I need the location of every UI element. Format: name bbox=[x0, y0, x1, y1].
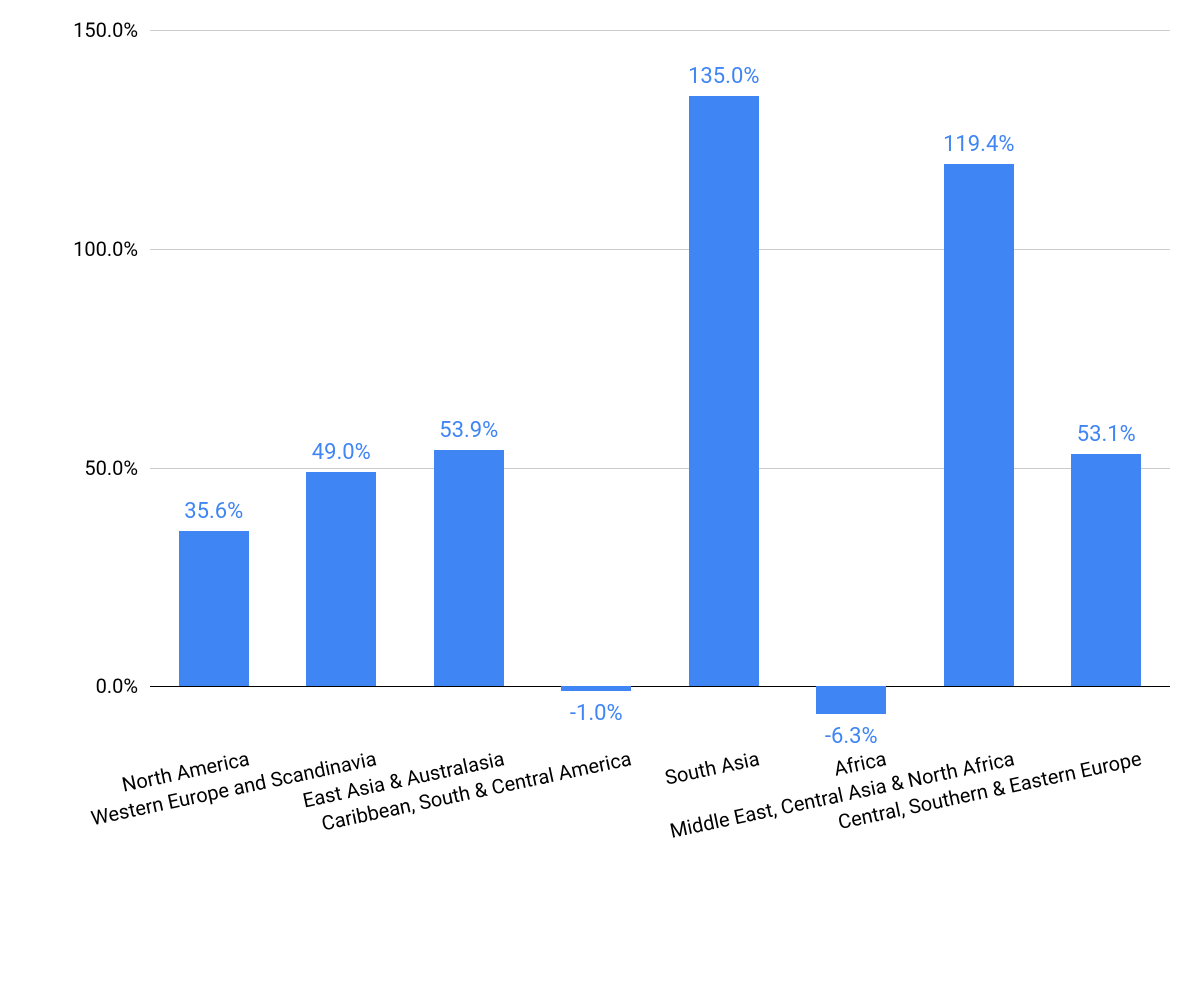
y-tick-label: 150.0% bbox=[73, 18, 150, 42]
zero-line bbox=[150, 686, 1170, 687]
y-tick-label: 0.0% bbox=[96, 674, 150, 698]
gridline bbox=[150, 249, 1170, 250]
bar-value-label: -1.0% bbox=[570, 701, 623, 726]
plot-area: 0.0%50.0%100.0%150.0%35.6%North America4… bbox=[150, 30, 1170, 730]
bar-value-label: 49.0% bbox=[312, 440, 371, 465]
bar-chart: 0.0%50.0%100.0%150.0%35.6%North America4… bbox=[0, 0, 1200, 994]
bar-value-label: 35.6% bbox=[184, 499, 243, 524]
bar-value-label: -6.3% bbox=[825, 724, 878, 749]
bar-value-label: 135.0% bbox=[688, 64, 759, 89]
y-tick-label: 50.0% bbox=[84, 456, 150, 480]
bar bbox=[434, 450, 504, 686]
bar bbox=[179, 531, 249, 687]
bar bbox=[689, 96, 759, 687]
y-tick-label: 100.0% bbox=[73, 237, 150, 261]
bar bbox=[306, 472, 376, 686]
gridline bbox=[150, 468, 1170, 469]
bar-value-label: 53.1% bbox=[1077, 422, 1136, 447]
bar-value-label: 119.4% bbox=[943, 132, 1014, 157]
bar bbox=[944, 164, 1014, 686]
gridline bbox=[150, 30, 1170, 31]
bar bbox=[561, 686, 631, 690]
bar bbox=[1071, 454, 1141, 686]
bar bbox=[816, 686, 886, 714]
bar-value-label: 53.9% bbox=[439, 418, 498, 443]
